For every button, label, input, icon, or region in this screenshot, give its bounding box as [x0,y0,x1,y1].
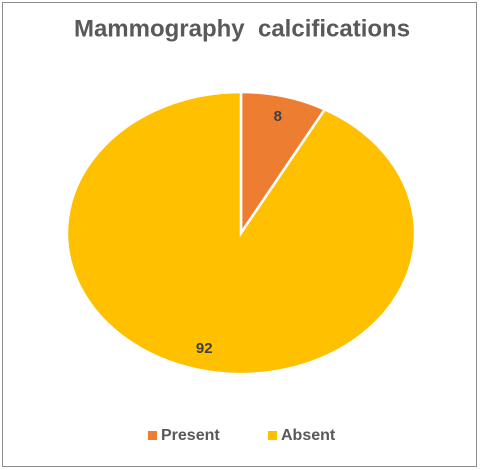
legend: Present Absent [148,427,336,444]
data-label: 8 [274,108,282,125]
pie-slice [65,90,417,376]
chart-title: Mammography calcifications [74,15,410,42]
legend-label: Absent [281,427,336,444]
data-label: 92 [196,340,213,357]
legend-swatch [148,431,157,440]
legend-label: Present [161,427,220,444]
pie: 8 92 [65,90,417,376]
legend-swatch [268,431,277,440]
